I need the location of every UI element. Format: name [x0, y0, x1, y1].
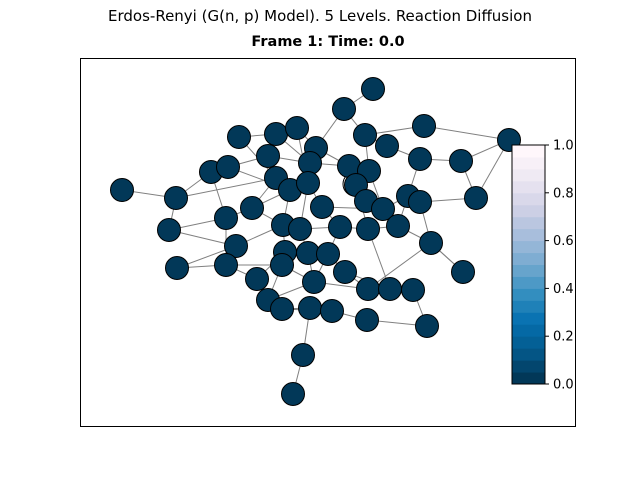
- frame-title: Frame 1: Time: 0.0: [251, 34, 405, 50]
- graph-node: [214, 206, 238, 230]
- colorbar-level: [512, 372, 545, 385]
- colorbar-level: [512, 156, 545, 170]
- graph-node: [386, 214, 410, 238]
- colorbar-level: [512, 288, 545, 301]
- colorbar-level: [512, 168, 545, 182]
- node-layer: [110, 77, 521, 406]
- graph-node: [288, 217, 312, 241]
- colorbar-tick-label: 0.4: [553, 282, 574, 297]
- graph-node: [298, 296, 322, 320]
- graph-node: [285, 116, 309, 140]
- graph-node: [216, 155, 240, 179]
- graph-node: [245, 267, 269, 291]
- graph-node: [164, 186, 188, 210]
- graph-node: [449, 149, 473, 173]
- graph-node: [328, 215, 352, 239]
- graph-node: [375, 134, 399, 158]
- graph-node: [356, 277, 380, 301]
- graph-node: [361, 77, 385, 101]
- graph-node: [310, 195, 334, 219]
- graph-edge: [367, 242, 432, 290]
- graph-node: [165, 256, 189, 280]
- graph-node: [270, 297, 294, 321]
- graph-node: [291, 343, 315, 367]
- colorbar-level: [512, 300, 545, 313]
- colorbar-level: [512, 336, 545, 349]
- graph-node: [464, 186, 488, 210]
- graph-node: [270, 253, 294, 277]
- graph-node: [281, 382, 305, 406]
- graph-node: [371, 197, 395, 221]
- colorbar-level: [512, 264, 545, 277]
- graph-node: [356, 217, 380, 241]
- graph-node: [240, 196, 264, 220]
- graph-node: [296, 171, 320, 195]
- colorbar-tick-label: 0.2: [553, 330, 574, 345]
- colorbar-level: [512, 252, 545, 265]
- colorbar-level: [512, 312, 545, 325]
- graph-node: [157, 218, 181, 242]
- graph-edge: [175, 177, 277, 199]
- colorbar-tick-label: 0.0: [553, 378, 574, 393]
- colorbar-level: [512, 360, 545, 373]
- graph-node: [302, 270, 326, 294]
- colorbar-level: [512, 192, 545, 206]
- graph-node: [401, 278, 425, 302]
- colorbar-level: [512, 145, 545, 158]
- colorbar-level: [512, 348, 545, 361]
- graph-node: [214, 253, 238, 277]
- colorbar-level: [512, 276, 545, 289]
- graph-node: [110, 178, 134, 202]
- graph-node: [264, 122, 288, 146]
- graph-edge: [423, 125, 510, 141]
- graph-node: [378, 277, 402, 301]
- colorbar-frame: [511, 144, 546, 385]
- colorbar-level: [512, 204, 545, 218]
- graph-node: [412, 114, 436, 138]
- graph-node: [256, 144, 280, 168]
- graph-node: [419, 231, 443, 255]
- colorbar-tick-label: 0.8: [553, 186, 574, 201]
- graph-node: [415, 314, 439, 338]
- colorbar-tick-label: 1.0: [553, 139, 574, 154]
- graph-node: [355, 308, 379, 332]
- colorbar-level: [512, 180, 545, 194]
- figure-suptitle: Erdos-Renyi (G(n, p) Model). 5 Levels. R…: [108, 7, 532, 25]
- graph-node: [332, 97, 356, 121]
- graph-node: [298, 151, 322, 175]
- graph-node: [224, 234, 248, 258]
- graph-node: [316, 242, 340, 266]
- graph-node: [227, 125, 251, 149]
- colorbar-level: [512, 324, 545, 337]
- colorbar: 0.0 0.2 0.4 0.6 0.8 1.0: [511, 139, 574, 393]
- colorbar-tick-label: 0.6: [553, 234, 574, 249]
- graph-node: [333, 260, 357, 284]
- colorbar-level: [512, 228, 545, 242]
- graph-node: [408, 147, 432, 171]
- colorbar-level: [512, 240, 545, 254]
- graph-node: [408, 190, 432, 214]
- graph-node: [320, 299, 344, 323]
- colorbar-level: [512, 216, 545, 230]
- graph-node: [353, 123, 377, 147]
- graph-node: [451, 260, 475, 284]
